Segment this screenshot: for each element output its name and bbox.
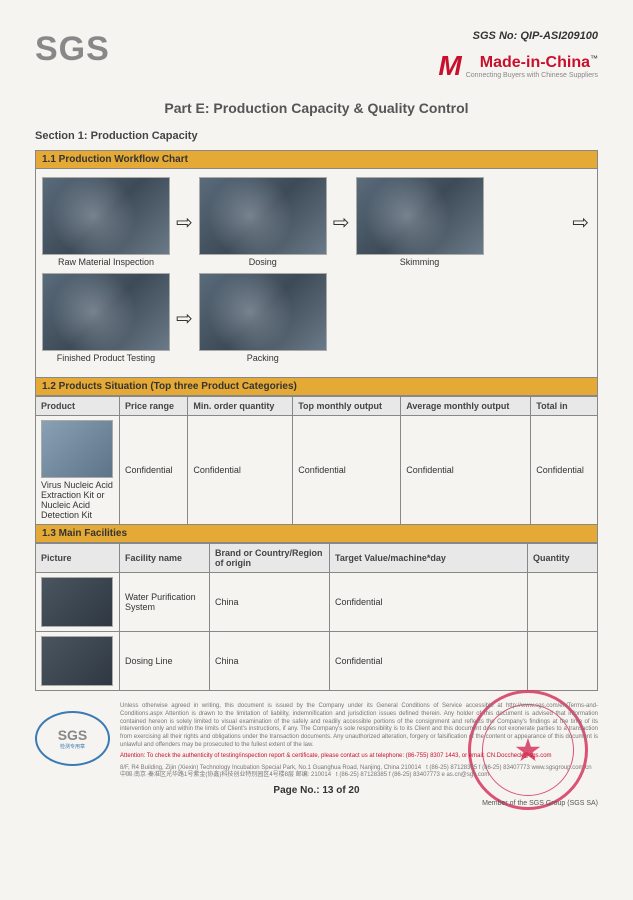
workflow-step: Raw Material Inspection	[42, 177, 170, 267]
col-target: Target Value/machine*day	[330, 544, 528, 573]
facilities-table: Picture Facility name Brand or Country/R…	[35, 543, 598, 691]
section1-title: Section 1: Production Capacity	[35, 130, 598, 142]
col-price: Price range	[120, 397, 188, 416]
workflow-label: Finished Product Testing	[57, 353, 155, 363]
workflow-row-1: Raw Material Inspection ⇨ Dosing ⇨ Skimm…	[42, 177, 591, 267]
col-total: Total in	[531, 397, 598, 416]
col-top: Top monthly output	[293, 397, 401, 416]
sgs-seal: SGS 检测专用章	[35, 711, 110, 766]
sgs-logo-text: SGS	[35, 30, 110, 68]
workflow-step: Packing	[199, 273, 327, 363]
cell-product: Virus Nucleic Acid Extraction Kit or Nuc…	[36, 416, 120, 525]
cell-target: Confidential	[330, 632, 528, 691]
cell-total: Confidential	[531, 416, 598, 525]
cell-avg: Confidential	[401, 416, 531, 525]
col-picture: Picture	[36, 544, 120, 573]
table-row: Water Purification System China Confiden…	[36, 573, 598, 632]
footer-text-block: Unless otherwise agreed in writing, this…	[120, 703, 598, 780]
table-header-row: Picture Facility name Brand or Country/R…	[36, 544, 598, 573]
footer-contact: 8/F, R4 Building, Zijin (Xiexin) Technol…	[120, 765, 598, 781]
cell-moq: Confidential	[188, 416, 293, 525]
table-row: Dosing Line China Confidential	[36, 632, 598, 691]
document-header: SGS SGS No: QIP-ASI209100 M Made-in-Chin…	[35, 30, 598, 82]
workflow-image	[199, 273, 327, 351]
cell-origin: China	[210, 632, 330, 691]
workflow-step: Finished Product Testing	[42, 273, 170, 363]
workflow-step: Dosing	[199, 177, 327, 267]
workflow-row-2: Finished Product Testing ⇨ Packing	[42, 273, 591, 363]
workflow-label: Packing	[247, 353, 279, 363]
mic-brand: Made-in-China	[480, 54, 590, 71]
footer-phones: t (86-25) 87128385 f (86-25) 83407773 ww…	[426, 765, 591, 771]
arrow-icon: ⇨	[331, 210, 352, 235]
cell-picture	[36, 632, 120, 691]
page-footer: SGS 检测专用章 Unless otherwise agreed in wri…	[35, 703, 598, 808]
workflow-image	[199, 177, 327, 255]
footer-address: 8/F, R4 Building, Zijin (Xiexin) Technol…	[120, 765, 421, 771]
cell-target: Confidential	[330, 573, 528, 632]
col-facility: Facility name	[120, 544, 210, 573]
workflow-image	[356, 177, 484, 255]
footer-attention: Attention: To check the authenticity of …	[120, 753, 598, 761]
sgs-seal-sub: 检测专用章	[60, 744, 85, 751]
cell-picture	[36, 573, 120, 632]
col-origin: Brand or Country/Region of origin	[210, 544, 330, 573]
workflow-chart: Raw Material Inspection ⇨ Dosing ⇨ Skimm…	[36, 169, 597, 377]
sgs-number: SGS No: QIP-ASI209100	[438, 30, 598, 42]
col-avg: Average monthly output	[401, 397, 531, 416]
workflow-image	[42, 177, 170, 255]
cell-qty	[528, 632, 598, 691]
table-row: Virus Nucleic Acid Extraction Kit or Nuc…	[36, 416, 598, 525]
cell-price: Confidential	[120, 416, 188, 525]
footer-phones2: t (86-25) 87128385 f (86-25) 83407773 e …	[336, 772, 489, 778]
workflow-label: Skimming	[400, 257, 440, 267]
mic-m-icon: M	[438, 50, 461, 82]
product-name: Virus Nucleic Acid Extraction Kit or Nuc…	[41, 480, 114, 520]
section-1-1-bar: 1.1 Production Workflow Chart	[35, 150, 598, 169]
header-right: SGS No: QIP-ASI209100 M Made-in-China™ C…	[438, 30, 598, 82]
workflow-image	[42, 273, 170, 351]
sgs-no-label: SGS No:	[473, 30, 518, 42]
cell-qty	[528, 573, 598, 632]
page-number: Page No.: 13 of 20	[35, 784, 598, 797]
sgs-no-value: QIP-ASI209100	[520, 30, 598, 42]
product-image	[41, 420, 113, 478]
table-header-row: Product Price range Min. order quantity …	[36, 397, 598, 416]
sgs-seal-text: SGS	[58, 726, 88, 744]
facility-image	[41, 636, 113, 686]
workflow-container: Raw Material Inspection ⇨ Dosing ⇨ Skimm…	[35, 169, 598, 378]
arrow-icon: ⇨	[174, 210, 195, 235]
cell-origin: China	[210, 573, 330, 632]
products-table: Product Price range Min. order quantity …	[35, 396, 598, 525]
page-title: Part E: Production Capacity & Quality Co…	[35, 100, 598, 116]
cell-facility-name: Water Purification System	[120, 573, 210, 632]
workflow-label: Dosing	[249, 257, 277, 267]
footer-address-cn: 中国·南京·秦淮区光华路1号紫金(协鑫)科技创业特别园区4号楼8层 邮编: 21…	[120, 772, 331, 778]
facility-image	[41, 577, 113, 627]
sgs-logo: SGS	[35, 30, 110, 69]
cell-facility-name: Dosing Line	[120, 632, 210, 691]
arrow-icon: ⇨	[570, 210, 591, 235]
section-1-3-bar: 1.3 Main Facilities	[35, 525, 598, 543]
section-1-2-bar: 1.2 Products Situation (Top three Produc…	[35, 378, 598, 396]
mic-tagline: Connecting Buyers with Chinese Suppliers	[466, 72, 598, 79]
cell-top: Confidential	[293, 416, 401, 525]
col-product: Product	[36, 397, 120, 416]
col-moq: Min. order quantity	[188, 397, 293, 416]
workflow-step: Skimming	[356, 177, 484, 267]
arrow-icon: ⇨	[174, 306, 195, 331]
col-qty: Quantity	[528, 544, 598, 573]
footer-disclaimer: Unless otherwise agreed in writing, this…	[120, 703, 598, 750]
footer-member: Member of the SGS Group (SGS SA)	[35, 799, 598, 808]
workflow-label: Raw Material Inspection	[58, 257, 154, 267]
made-in-china-logo: M Made-in-China™ Connecting Buyers with …	[438, 50, 598, 82]
